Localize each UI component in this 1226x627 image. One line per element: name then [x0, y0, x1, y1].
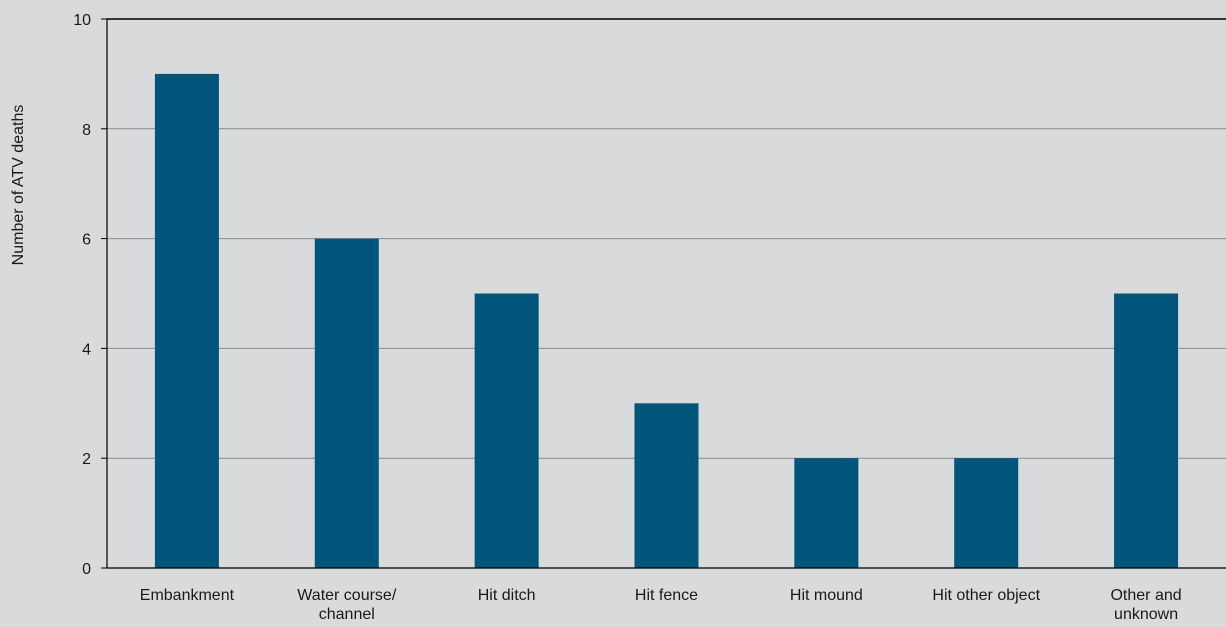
- x-category-label: Hit ditch: [478, 587, 536, 604]
- x-category-label: Other and unknown: [1110, 587, 1181, 623]
- labels: 0 2 4 6 8 10 Embankment Water course/channel Hit…: [73, 12, 1181, 623]
- x-category-label: Embankment: [140, 587, 235, 604]
- x-category-label-line: Water course/: [297, 587, 397, 604]
- axes: [101, 18, 1226, 569]
- y-tick-label: 0: [82, 561, 91, 578]
- x-category-label-line: Hit other object: [932, 587, 1040, 604]
- y-axis-title: Number of ATV deaths: [10, 105, 27, 266]
- x-category-label: Water course/channel: [297, 587, 397, 623]
- x-category-label-line: Hit mound: [790, 587, 863, 604]
- x-category-label: Hit mound: [790, 587, 863, 604]
- bars: [154, 73, 1179, 569]
- y-tick-label: 8: [82, 122, 91, 139]
- bar: [954, 458, 1019, 568]
- x-category-label-line: channel: [319, 606, 375, 623]
- bar: [474, 293, 539, 568]
- bar: [314, 238, 379, 568]
- x-category-label-line: unknown: [1114, 606, 1178, 623]
- x-category-label-line: Hit fence: [635, 587, 698, 604]
- gridlines: [107, 18, 1226, 459]
- y-tick-label: 10: [73, 12, 91, 29]
- bar: [794, 458, 859, 568]
- bar: [154, 73, 219, 569]
- y-tick-label: 6: [82, 232, 91, 249]
- bar: [1114, 293, 1179, 568]
- y-tick-label: 2: [82, 451, 91, 468]
- x-category-label-line: Other and: [1110, 587, 1181, 604]
- x-category-label: Hit other object: [932, 587, 1040, 604]
- x-category-label: Hit fence: [635, 587, 698, 604]
- y-tick-label: 4: [82, 341, 91, 358]
- x-category-label-line: Embankment: [140, 587, 235, 604]
- x-category-label-line: Hit ditch: [478, 587, 536, 604]
- bar: [634, 403, 699, 568]
